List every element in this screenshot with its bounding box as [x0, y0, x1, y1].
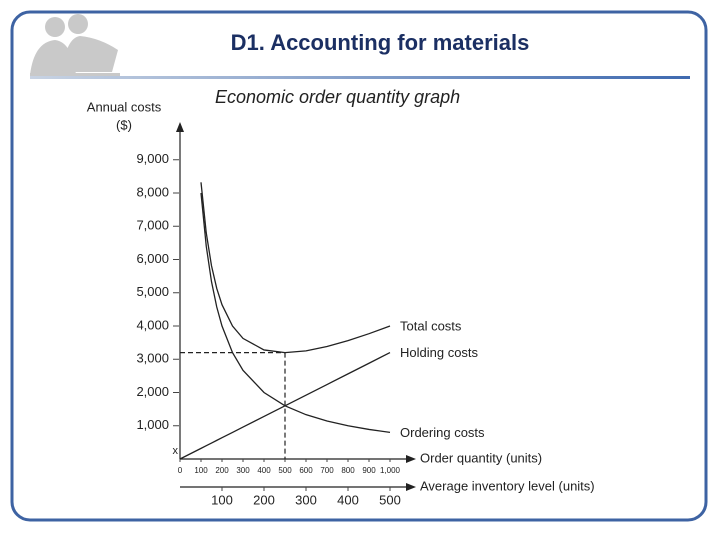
- slide-title: D1. Accounting for materials: [231, 30, 530, 55]
- x-axis-label: Order quantity (units): [420, 450, 542, 465]
- y-tick-label: 2,000: [136, 384, 169, 399]
- x-tick-label: 200: [215, 466, 229, 475]
- x-tick-label: 800: [341, 466, 355, 475]
- x-tick-label: 300: [236, 466, 250, 475]
- y-tick-label: 3,000: [136, 351, 169, 366]
- y-tick-label: 7,000: [136, 218, 169, 233]
- y-tick-label: 4,000: [136, 317, 169, 332]
- y-tick-label: 1,000: [136, 417, 169, 432]
- y-tick-label: 9,000: [136, 151, 169, 166]
- series-line: [200, 182, 391, 354]
- series-label: Holding costs: [400, 345, 479, 360]
- x-tick-label: 500: [278, 466, 292, 475]
- x2-axis-arrow: [406, 483, 416, 491]
- title-rule: [30, 76, 690, 79]
- origin-label: x: [173, 445, 179, 457]
- y-tick-label: 6,000: [136, 251, 169, 266]
- series-line: [179, 352, 391, 460]
- x-tick-label: 900: [362, 466, 376, 475]
- x-tick-label: 1,000: [380, 466, 401, 475]
- x-tick-label: 400: [257, 466, 271, 475]
- x2-tick-label: 400: [337, 492, 359, 507]
- x2-axis-label: Average inventory level (units): [420, 478, 595, 493]
- x-axis-arrow: [406, 455, 416, 463]
- y-axis-label: ($): [116, 117, 132, 132]
- x-tick-label: 0: [178, 466, 183, 475]
- x-tick-label: 100: [194, 466, 208, 475]
- chart-title: Economic order quantity graph: [215, 87, 460, 107]
- slide-frame: [10, 10, 708, 522]
- x2-tick-label: 200: [253, 492, 275, 507]
- y-tick-label: 5,000: [136, 284, 169, 299]
- y-axis-label: Annual costs: [87, 99, 162, 114]
- series-label: Total costs: [400, 318, 462, 333]
- logo: [30, 14, 120, 78]
- y-tick-label: 8,000: [136, 184, 169, 199]
- series-label: Ordering costs: [400, 425, 485, 440]
- x-tick-label: 600: [299, 466, 313, 475]
- y-axis-arrow: [176, 122, 184, 132]
- x2-tick-label: 300: [295, 492, 317, 507]
- x-tick-label: 700: [320, 466, 334, 475]
- series-line: [200, 192, 391, 434]
- x2-tick-label: 100: [211, 492, 233, 507]
- x2-tick-label: 500: [379, 492, 401, 507]
